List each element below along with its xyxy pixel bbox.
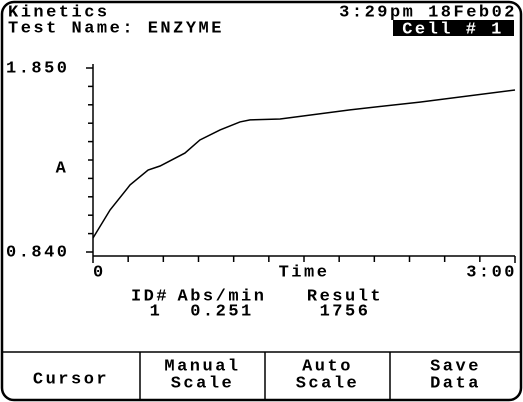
- soft-key-label: Scale: [171, 374, 235, 393]
- result-header: Abs/min: [178, 287, 267, 306]
- mode-title: Kinetics: [8, 3, 110, 22]
- soft-key-label: Cursor: [33, 370, 109, 389]
- result-value: 1756: [320, 302, 371, 321]
- x-tick-label: 0: [93, 263, 106, 282]
- soft-key-label: Manual: [164, 357, 240, 376]
- result-header: ID#: [131, 287, 169, 306]
- y-tick-label: 0.840: [6, 243, 70, 262]
- y-tick-label: 1.850: [6, 59, 70, 78]
- y-axis-label: A: [56, 159, 69, 178]
- cell-badge: [393, 20, 514, 36]
- result-value: 0.251: [190, 302, 254, 321]
- datetime: 3:29pm 18Feb02: [339, 3, 517, 22]
- test-name: Test Name: ENZYME: [8, 19, 224, 38]
- cell-label: Cell # 1: [402, 20, 504, 39]
- result-header: Result: [307, 287, 383, 306]
- soft-key-label: Scale: [296, 374, 360, 393]
- soft-key-label: Data: [430, 374, 481, 393]
- result-value: 1: [150, 302, 163, 321]
- soft-key-label: Auto: [302, 357, 353, 376]
- x-axis-label: Time: [279, 263, 330, 282]
- x-tick-label: 3:00: [466, 263, 517, 282]
- soft-key-label: Save: [430, 357, 481, 376]
- data-line: [92, 89, 516, 239]
